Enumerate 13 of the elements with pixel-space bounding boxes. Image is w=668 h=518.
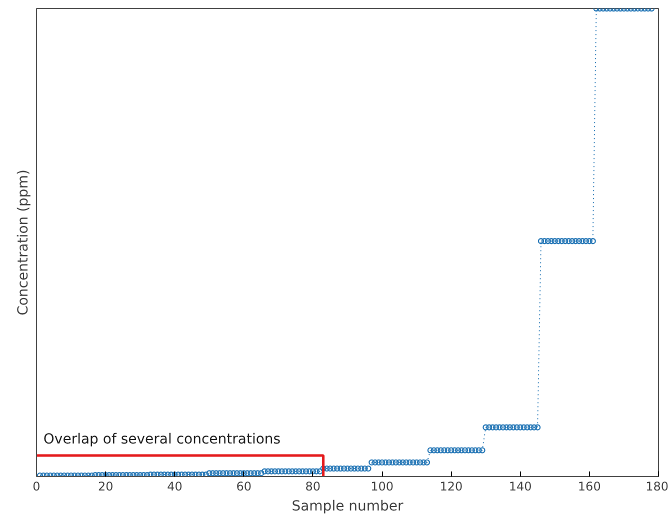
x-tick-label: 180: [646, 480, 668, 494]
x-tick-label: 20: [98, 480, 114, 494]
y-axis-title: Concentration (ppm): [16, 170, 32, 316]
x-tick-label: 140: [508, 480, 532, 494]
x-tick-label: 100: [370, 480, 394, 494]
x-tick-label: 160: [578, 480, 601, 494]
x-tick-label: 60: [236, 480, 252, 494]
x-tick-label: 80: [305, 480, 321, 494]
x-axis-title: Sample number: [292, 498, 404, 514]
x-tick-label: 120: [440, 480, 463, 494]
x-tick-label: 40: [167, 480, 182, 494]
annotation: Overlap of several concentrations: [43, 431, 281, 448]
x-tick-label: 0: [32, 480, 40, 494]
